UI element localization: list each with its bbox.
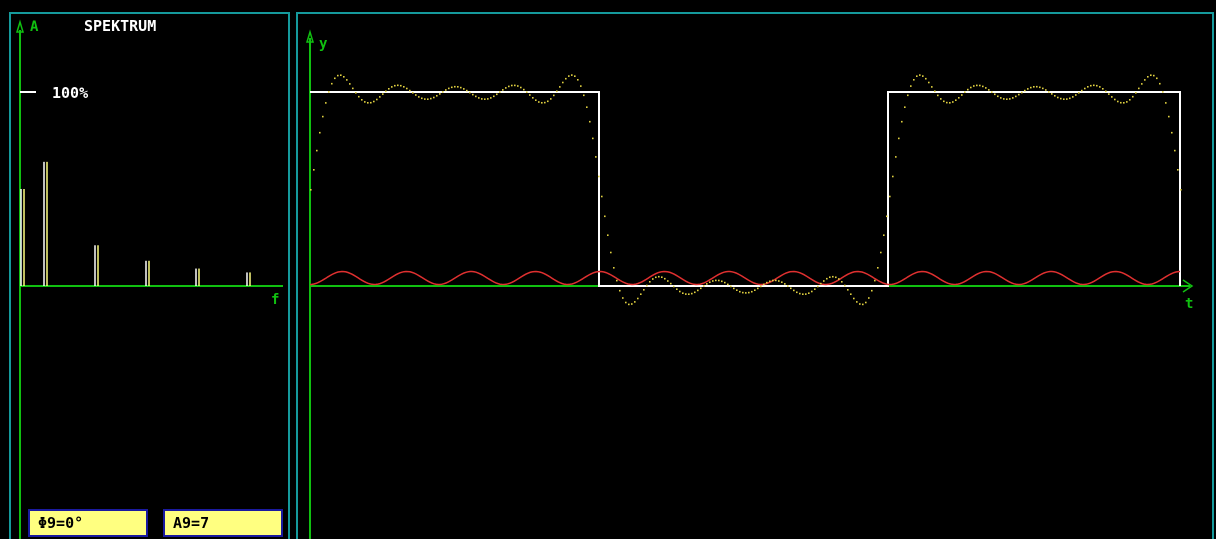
ref-100-label: 100% bbox=[52, 84, 88, 102]
waveform-panel bbox=[296, 12, 1214, 539]
square-wave bbox=[310, 91, 1181, 287]
spectrum-panel bbox=[9, 12, 290, 539]
fourier-sum bbox=[310, 74, 1182, 306]
spectrum-y-arrow bbox=[15, 19, 25, 33]
spectrum-plot: A SPEKTRUM 100% f bbox=[15, 17, 283, 539]
spectrum-axis-label-f: f bbox=[271, 292, 279, 308]
spectrum-title: SPEKTRUM bbox=[84, 17, 156, 35]
amplitude-parameter-field[interactable]: A9=7 bbox=[163, 509, 283, 537]
waveform-y-arrow bbox=[305, 29, 315, 43]
spectrum-axis-label-a: A bbox=[30, 19, 39, 35]
phase-parameter-field[interactable]: Φ9=0° bbox=[28, 509, 148, 537]
harmonic-wave bbox=[309, 270, 1181, 286]
waveform-axis-label-y: y bbox=[319, 36, 328, 52]
spectrum-bar bbox=[246, 272, 251, 286]
spectrum-bar bbox=[43, 161, 48, 286]
spectrum-bar bbox=[195, 268, 200, 286]
spectrum-bar bbox=[20, 189, 25, 286]
waveform-axis-label-t: t bbox=[1185, 296, 1193, 312]
spectrum-bar bbox=[145, 260, 150, 286]
waveform-plot: y t bbox=[305, 29, 1194, 539]
waveform-t-arrow bbox=[1182, 279, 1194, 293]
spectrum-bar bbox=[94, 245, 99, 286]
